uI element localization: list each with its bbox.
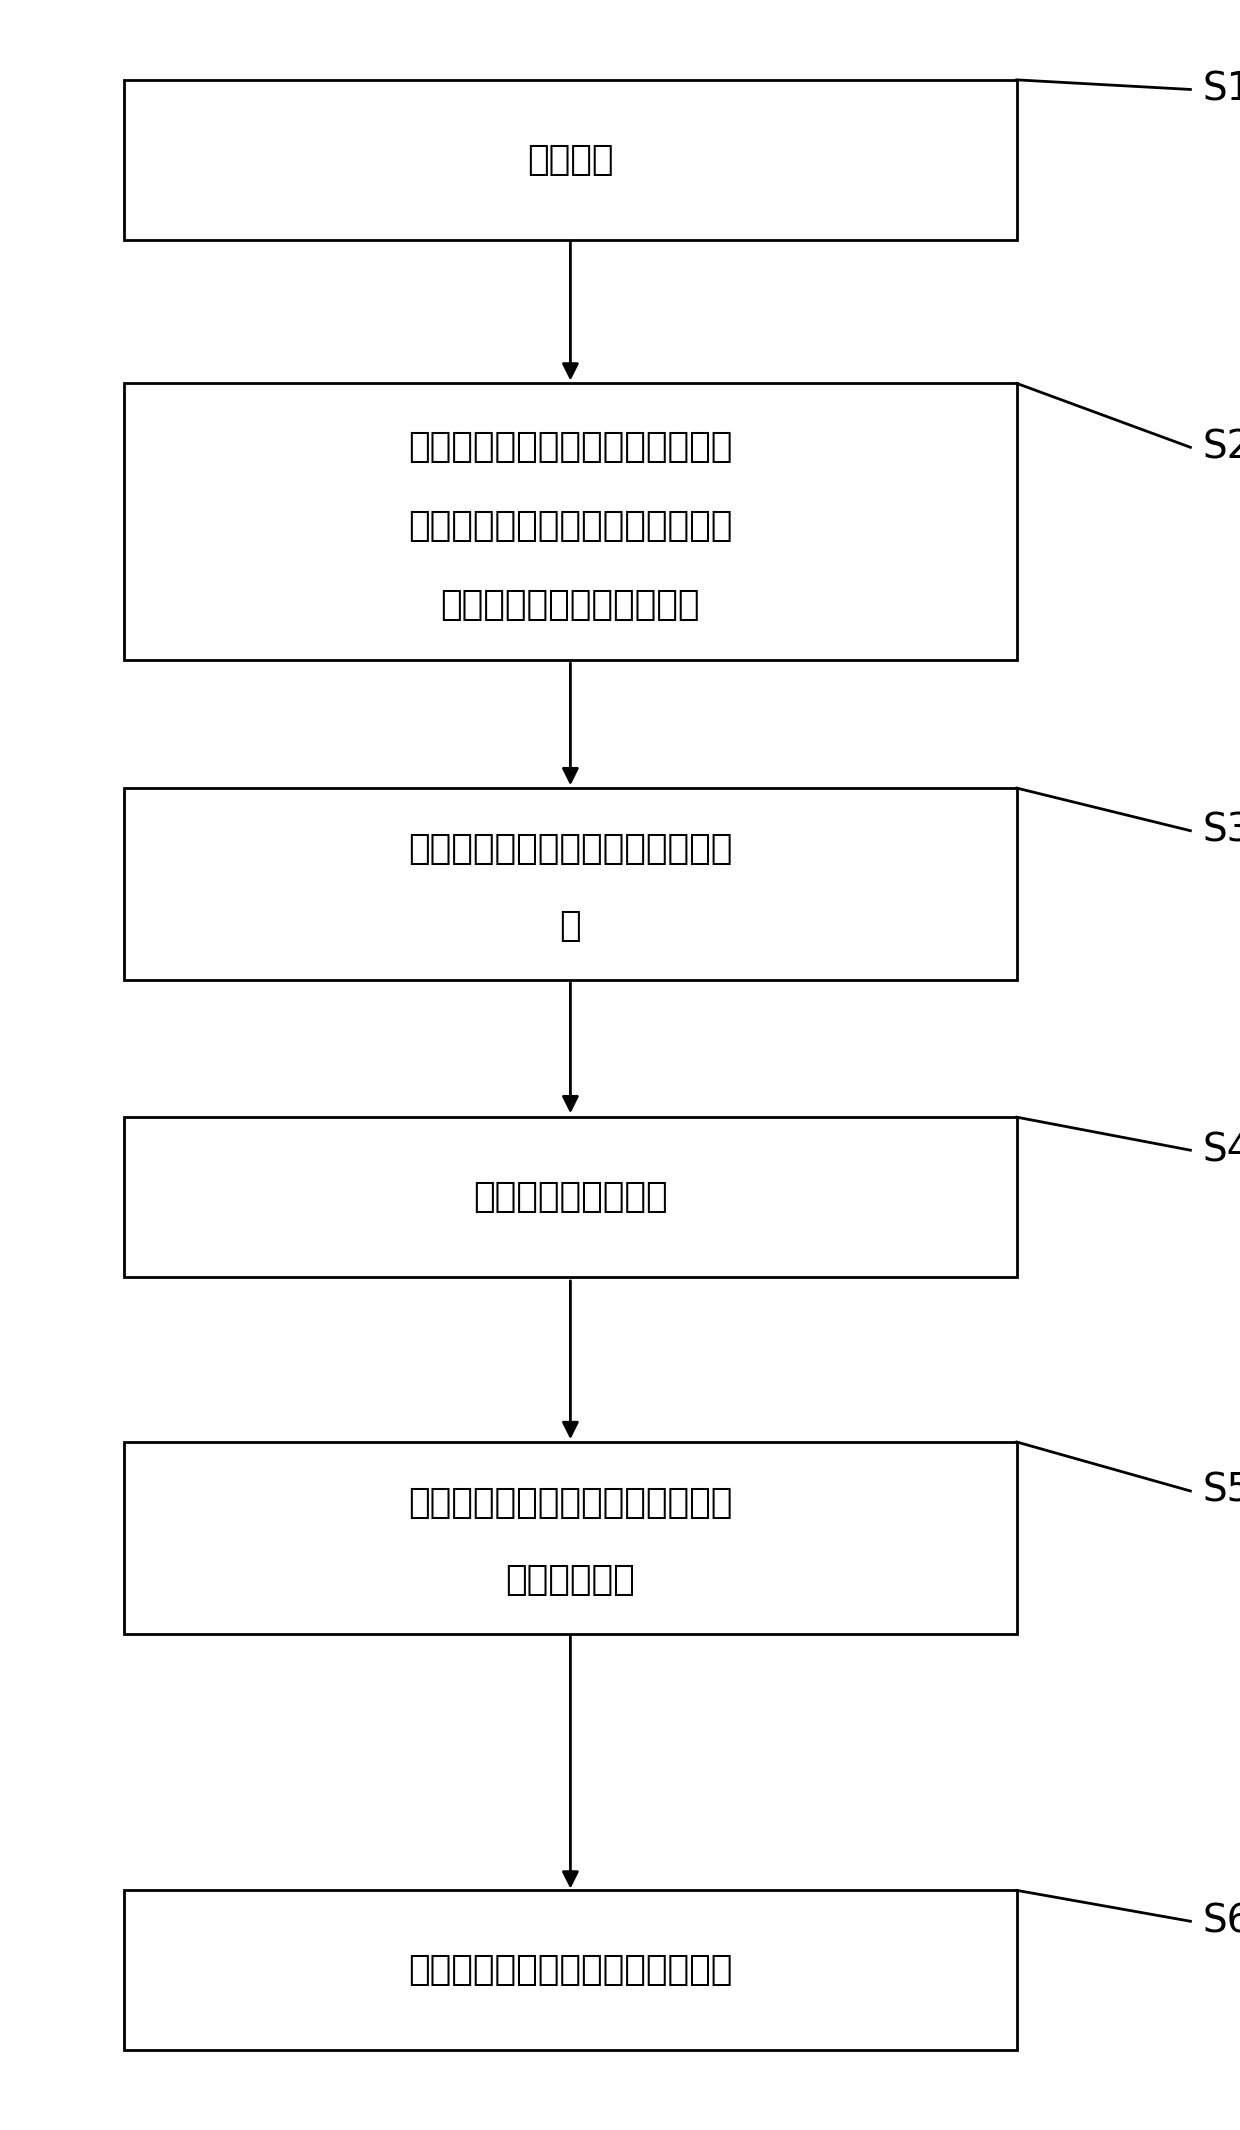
Text: 度: 度 [559, 910, 582, 944]
Bar [124, 79, 1017, 239]
Text: S1: S1 [1203, 70, 1240, 109]
Bar [124, 1116, 1017, 1276]
Bar [124, 1442, 1017, 1634]
Text: 按照确定的参数在隧道内布置光源: 按照确定的参数在隧道内布置光源 [408, 1953, 733, 1987]
Text: S3: S3 [1203, 812, 1240, 850]
Text: S6: S6 [1203, 1902, 1240, 1940]
Text: 纵向布置间距: 纵向布置间距 [506, 1563, 635, 1598]
Text: 确定光源的布设高度: 确定光源的布设高度 [474, 1180, 667, 1214]
Text: S5: S5 [1203, 1472, 1240, 1510]
Text: 确定光源基面在隧道的横向旋转角: 确定光源基面在隧道的横向旋转角 [408, 430, 733, 464]
Text: S4: S4 [1203, 1131, 1240, 1169]
Text: 确定第一次旋转基面的纵向旋转角: 确定第一次旋转基面的纵向旋转角 [408, 833, 733, 867]
Bar [124, 383, 1017, 660]
Text: 在平面作为第一次旋转基面: 在平面作为第一次旋转基面 [440, 588, 701, 622]
Bar [124, 1891, 1017, 2049]
Bar [124, 788, 1017, 980]
Text: 度，并将横向旋转后的光源基面所: 度，并将横向旋转后的光源基面所 [408, 509, 733, 543]
Text: S2: S2 [1203, 428, 1240, 466]
Text: 选择光源: 选择光源 [527, 143, 614, 177]
Text: 确定光源在隧道的横向布置间距和: 确定光源在隧道的横向布置间距和 [408, 1487, 733, 1521]
